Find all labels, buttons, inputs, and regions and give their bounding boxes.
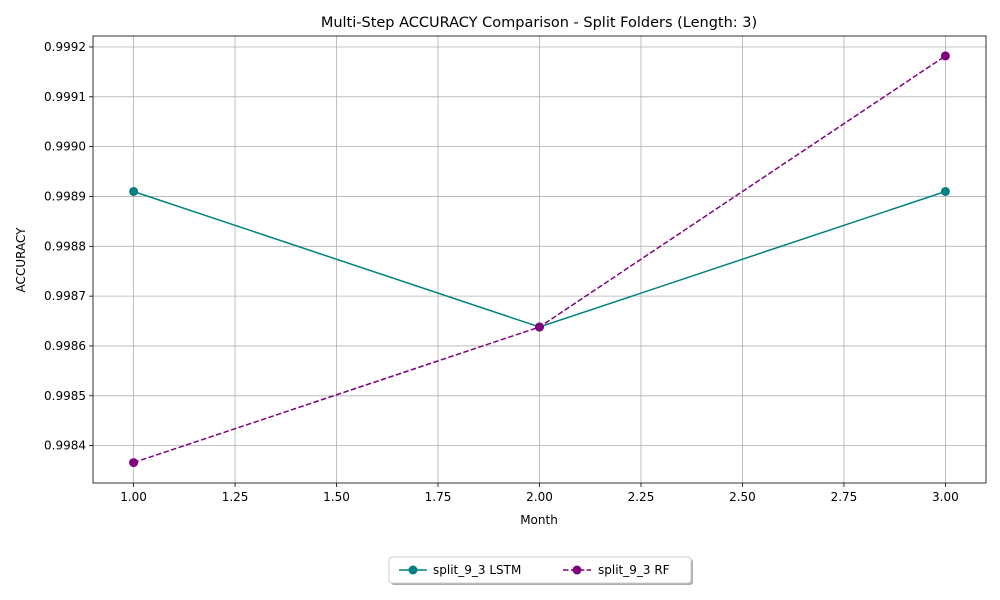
y-tick-label: 0.9988: [44, 239, 86, 253]
y-tick-label: 0.9992: [44, 40, 86, 54]
x-tick-label: 1.00: [120, 490, 147, 504]
legend-entry: split_9_3 LSTM: [399, 563, 521, 577]
y-ticks: 0.9984 0.9985 0.9986 0.9987 0.9988 0.9989 0.99…: [44, 40, 93, 453]
y-tick-label: 0.9990: [44, 140, 86, 154]
y-axis-label: ACCURACY: [14, 227, 28, 293]
series-point: [129, 186, 139, 196]
y-tick-label: 0.9984: [44, 439, 86, 453]
chart-title: Multi-Step ACCURACY Comparison - Split F…: [321, 15, 757, 31]
x-tick-label: 2.25: [628, 490, 655, 504]
legend-swatch-marker: [408, 565, 418, 575]
x-tick-label: 2.00: [526, 490, 553, 504]
legend-box: [388, 556, 692, 584]
legend: split_9_3 LSTM split_9_3 RF: [388, 556, 693, 585]
x-tick-label: 2.50: [729, 490, 756, 504]
x-tick-label: 2.75: [831, 490, 858, 504]
series-layer: [129, 51, 950, 468]
series-2: [129, 51, 950, 468]
legend-swatch-marker: [572, 565, 582, 575]
series-point: [535, 322, 544, 332]
legend-entry: split_9_3 RF: [563, 563, 670, 577]
series-point: [940, 51, 950, 61]
y-tick-label: 0.9986: [44, 339, 86, 353]
grid: [93, 36, 986, 483]
legend-label: split_9_3 RF: [598, 563, 670, 577]
series-point: [129, 458, 139, 468]
x-tick-label: 1.50: [323, 490, 350, 504]
y-tick-label: 0.9985: [44, 389, 86, 403]
y-tick-label: 0.9989: [44, 189, 86, 203]
x-tick-label: 3.00: [932, 490, 959, 504]
legend-label: split_9_3 LSTM: [433, 563, 521, 577]
y-tick-label: 0.9987: [44, 289, 86, 303]
series-point: [940, 186, 950, 196]
x-axis-label: Month: [520, 513, 558, 527]
y-tick-label: 0.9991: [44, 90, 86, 104]
x-tick-label: 1.25: [222, 490, 249, 504]
x-tick-label: 1.75: [425, 490, 452, 504]
x-ticks: 1.00 1.25 1.50 1.75 2.00 2.25 2.50 2.75 3.00: [120, 483, 959, 504]
